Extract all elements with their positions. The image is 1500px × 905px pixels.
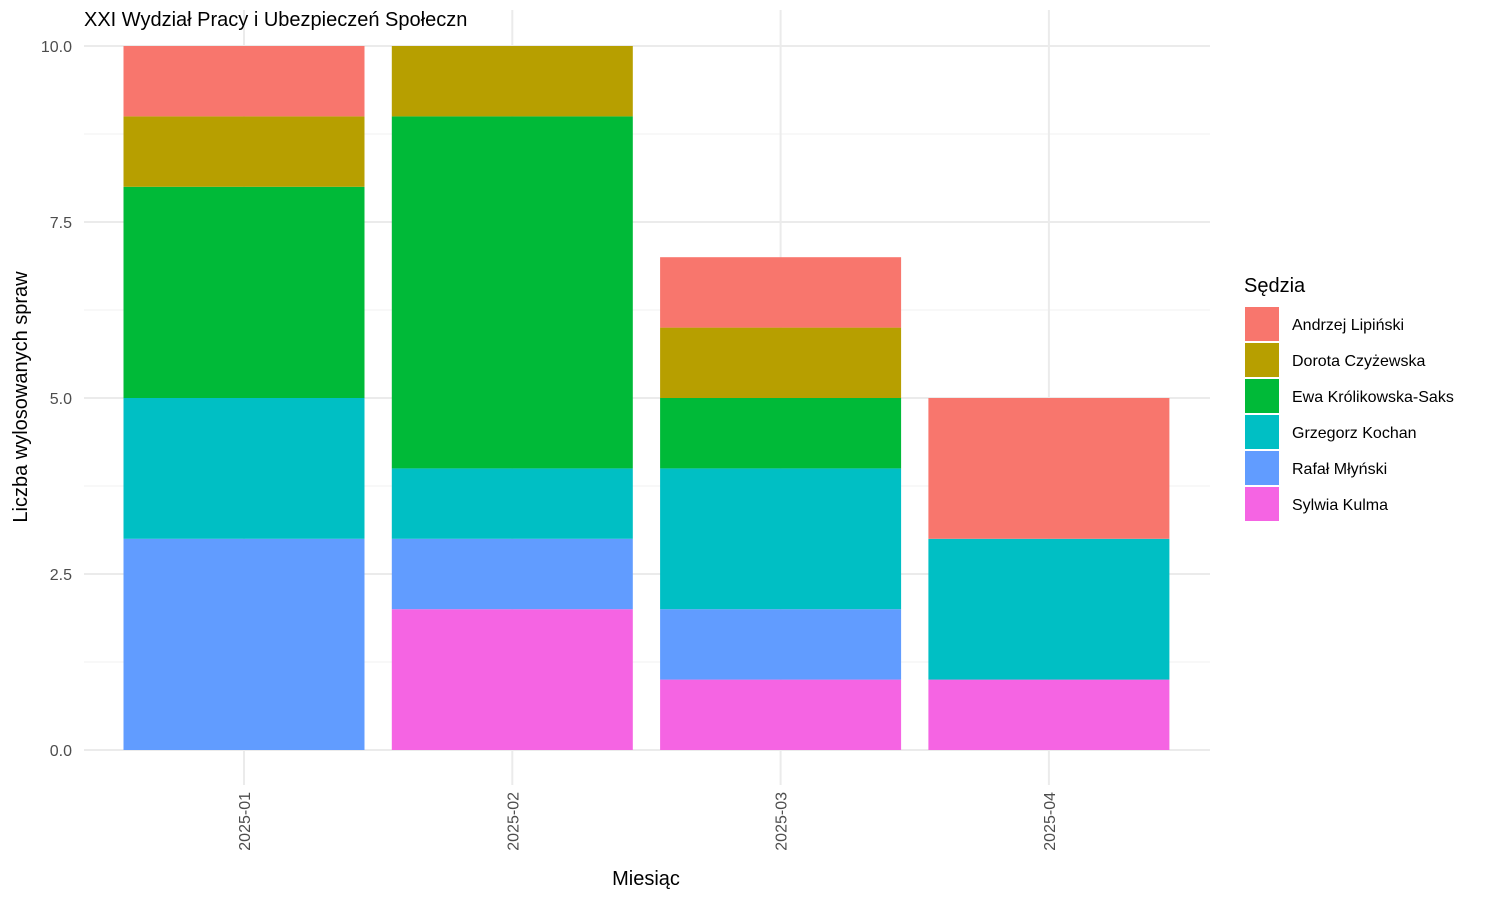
bar-segment	[391, 609, 633, 750]
bar-segment	[660, 327, 902, 398]
y-axis: 0.0 2.5 5.0 7.5 10.0	[41, 39, 72, 760]
y-tick-label: 0.0	[50, 743, 72, 760]
bar-segment	[928, 679, 1170, 750]
y-tick-label: 5.0	[50, 391, 72, 408]
x-axis: 2025-01 2025-02 2025-03 2025-04	[237, 792, 1059, 851]
legend-label: Ewa Królikowska-Saks	[1292, 389, 1454, 406]
y-axis-label: Liczba wylosowanych spraw	[10, 271, 32, 523]
bars	[123, 46, 1170, 750]
chart-title: XXI Wydział Pracy i Ubezpieczeń Społeczn	[84, 9, 467, 31]
legend-title: Sędzia	[1244, 275, 1306, 297]
x-tick-label: 2025-02	[505, 792, 522, 851]
bar-segment	[660, 609, 902, 680]
legend-swatch	[1245, 451, 1279, 485]
legend-swatch	[1245, 415, 1279, 449]
legend-label: Sylwia Kulma	[1292, 497, 1388, 514]
x-tick-label: 2025-04	[1042, 792, 1059, 851]
legend-label: Rafał Młyński	[1292, 461, 1387, 478]
bar-segment	[123, 398, 365, 539]
y-tick-label: 7.5	[50, 215, 72, 232]
legend-label: Grzegorz Kochan	[1292, 425, 1417, 442]
bar-segment	[123, 538, 365, 750]
legend-swatch	[1245, 487, 1279, 521]
bar-segment	[660, 679, 902, 750]
bar-segment	[660, 398, 902, 469]
legend-swatch	[1245, 307, 1279, 341]
x-axis-label: Miesiąc	[612, 868, 680, 890]
bar-segment	[928, 538, 1170, 680]
bar-segment	[123, 46, 365, 117]
bar-segment	[660, 257, 902, 328]
x-tick-label: 2025-01	[237, 792, 254, 851]
legend-label: Andrzej Lipiński	[1292, 317, 1404, 334]
bar-segment	[660, 468, 902, 610]
y-tick-label: 2.5	[50, 567, 72, 584]
bar-segment	[391, 538, 633, 610]
y-tick-label: 10.0	[41, 39, 72, 56]
legend: Sędzia Andrzej Lipiński Dorota Czyżewska E…	[1244, 275, 1454, 521]
bar-segment	[928, 398, 1170, 539]
bar-segment	[123, 116, 365, 187]
bar-segment	[391, 116, 633, 469]
bar-segment	[391, 468, 633, 539]
bar-segment	[123, 186, 365, 398]
bar-segment	[391, 46, 633, 117]
legend-label: Dorota Czyżewska	[1292, 353, 1425, 370]
legend-swatch	[1245, 343, 1279, 377]
x-tick-label: 2025-03	[774, 792, 791, 851]
legend-swatch	[1245, 379, 1279, 413]
